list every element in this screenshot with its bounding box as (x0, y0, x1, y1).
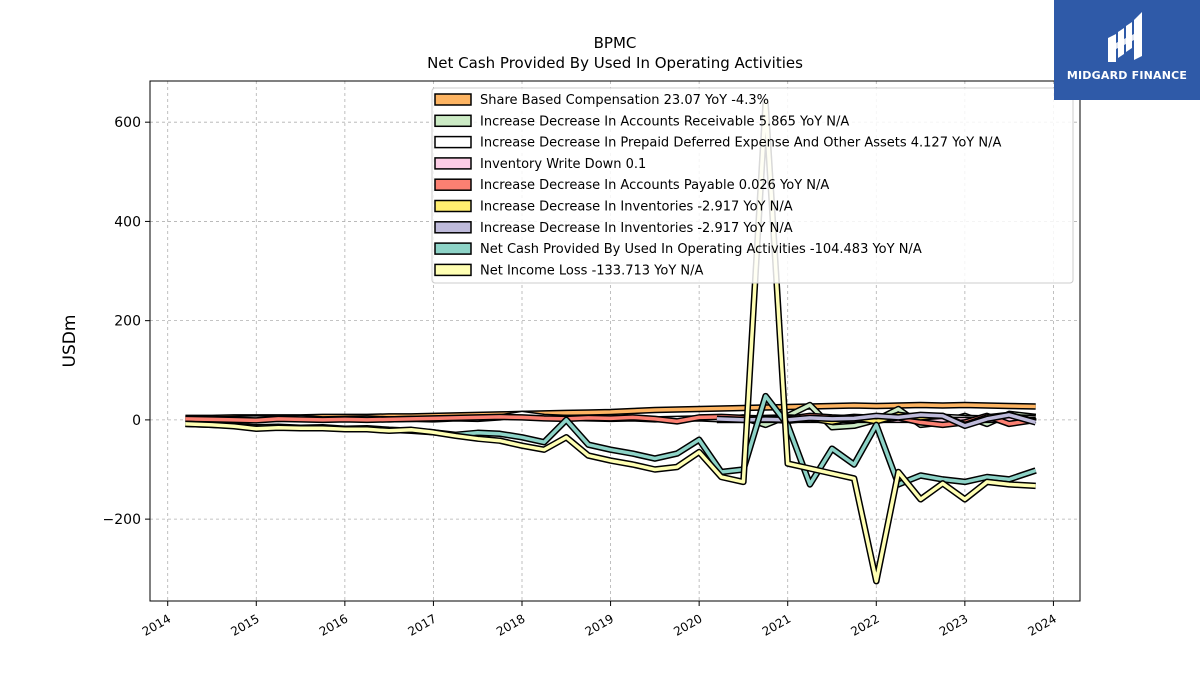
x-tick-label: 2021 (760, 611, 793, 638)
chart-title: BPMC (594, 34, 637, 52)
legend-swatch (434, 135, 472, 149)
legend-entry: Net Cash Provided By Used In Operating A… (480, 242, 922, 257)
x-tick-label: 2019 (583, 611, 616, 638)
x-tick-label: 2024 (1025, 611, 1058, 638)
series-line-stroke (185, 100, 1036, 583)
legend-swatch (434, 199, 472, 213)
brand-name: MIDGARD FINANCE (1066, 69, 1188, 82)
legend-box (431, 87, 1074, 284)
legend-entry: Increase Decrease In Inventories -2.917 … (480, 200, 793, 215)
logo-mark-icon (1108, 12, 1142, 62)
y-axis-label: USDm (60, 315, 80, 368)
x-tick-label: 2016 (317, 611, 350, 638)
legend: Share Based Compensation 23.07 YoY -4.3%… (431, 87, 1074, 284)
x-tick-label: 2015 (228, 611, 261, 638)
legend-swatch (434, 263, 472, 277)
x-tick-label: 2020 (671, 611, 704, 638)
y-tick-label: 200 (114, 314, 141, 330)
chart-subtitle: Net Cash Provided By Used In Operating A… (427, 54, 803, 72)
legend-entry: Increase Decrease In Inventories -2.917 … (480, 221, 793, 236)
x-tick-label: 2017 (405, 611, 438, 638)
series-line (716, 411, 1037, 430)
x-tick-label: 2014 (140, 611, 173, 638)
legend-swatch (434, 221, 472, 234)
x-tick-label: 2018 (494, 611, 527, 638)
legend-swatch (434, 157, 472, 170)
legend-swatch (434, 114, 472, 128)
x-tick-label: 2023 (937, 611, 970, 638)
series-layer (185, 99, 1037, 585)
legend-swatch (434, 93, 472, 106)
legend-entry: Inventory Write Down 0.1 (480, 157, 646, 172)
legend-swatch (434, 178, 472, 191)
legend-entry: Net Income Loss -133.713 YoY N/A (480, 263, 703, 278)
brand-logo: MIDGARD FINANCE (1054, 0, 1200, 100)
legend-entry: Increase Decrease In Accounts Receivable… (480, 114, 849, 129)
y-tick-label: −200 (103, 512, 141, 528)
plot-frame (149, 80, 1081, 602)
legend-entry: Increase Decrease In Accounts Payable 0.… (480, 178, 829, 193)
legend-swatch (434, 242, 472, 255)
legend-entry: Share Based Compensation 23.07 YoY -4.3% (480, 93, 769, 108)
legend-entry: Increase Decrease In Prepaid Deferred Ex… (480, 136, 1001, 151)
y-tick-label: 600 (114, 115, 141, 131)
series-line (185, 99, 1036, 585)
y-tick-label: 0 (132, 413, 141, 429)
series-line-stroke (716, 413, 1037, 428)
y-tick-label: 400 (114, 214, 141, 230)
x-tick-label: 2022 (848, 611, 881, 638)
